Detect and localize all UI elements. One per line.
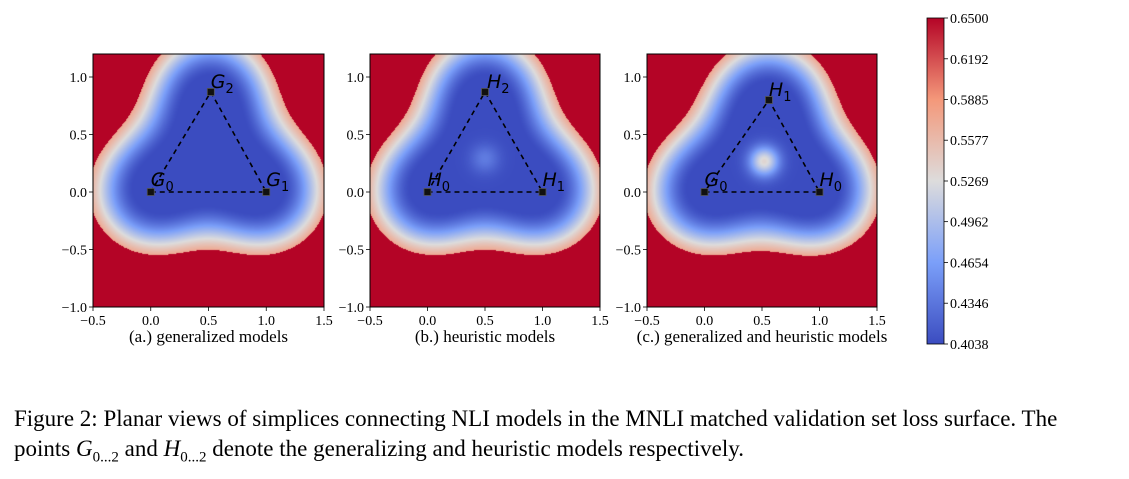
y-tick-label: 1.0 (70, 71, 88, 86)
vertex-marker (815, 188, 824, 196)
vertex-marker (765, 96, 773, 104)
panel-3: −0.5 0.0 0.5 1.0 1.5−1.0−0.50.00.51.0G0 H0H1(… (616, 53, 888, 346)
vertex-subscript: 0 (442, 180, 450, 195)
vertex-label: G1 (266, 169, 289, 195)
panel-label: (a.) generalized models (129, 327, 288, 346)
x-tick-label: 0.0 (696, 314, 714, 329)
colorbar-tick-label: 0.4654 (950, 256, 989, 271)
vertex-label: G0 (151, 169, 174, 195)
simplex-triangle (149, 90, 268, 193)
colorbar-tick-label: 0.5269 (950, 175, 989, 190)
y-tick-label: −0.5 (339, 244, 364, 259)
colorbar-tick-label: 0.4038 (950, 338, 989, 353)
y-tick-label: 0.5 (624, 129, 642, 144)
caption-h-symbol: H (163, 436, 181, 461)
vertex-symbol: G (151, 169, 166, 191)
vertex-marker (700, 188, 709, 196)
colorbar: 0.6500 0.6192 0.5885 0.5577 0.5269 0.4962 0.46… (926, 12, 989, 353)
vertex-marker (262, 188, 271, 196)
vertex-symbol: H (487, 71, 501, 93)
vertex-label: H0 (820, 169, 843, 195)
vertex-marker (423, 188, 432, 196)
vertex-subscript: 0 (834, 180, 842, 195)
vertex-subscript: 1 (281, 180, 289, 195)
loss-surface-heatmap (647, 54, 877, 307)
colorbar-tick-label: 0.4962 (950, 216, 989, 231)
vertex-label: H1 (769, 79, 792, 105)
vertex-subscript: 1 (557, 180, 565, 195)
vertex-label: H2 (487, 71, 510, 97)
x-tick-label: 0.5 (753, 314, 771, 329)
vertex-symbol: H (543, 169, 557, 191)
panel-label: (b.) heuristic models (415, 327, 555, 346)
vertex-subscript: 0 (719, 180, 727, 195)
caption-prefix: Figure 2: Planar views of simplices conn… (14, 406, 1058, 461)
x-tick-label: 0.0 (142, 314, 160, 329)
y-tick-label: 1.0 (347, 71, 365, 86)
vertex-marker (206, 88, 215, 96)
x-tick-label: 1.5 (591, 314, 609, 329)
vertex-subscript: 2 (226, 82, 234, 97)
simplex-triangle (702, 98, 821, 193)
x-tick-label: −0.5 (634, 314, 659, 329)
colorbar-tick-label: 0.5885 (950, 93, 989, 108)
colorbar-tick-label: 0.6500 (950, 12, 989, 27)
vertex-symbol: H (820, 169, 834, 191)
colorbar-tick-label: 0.4346 (950, 297, 989, 312)
x-tick-label: 1.5 (315, 314, 333, 329)
y-tick-label: −1.0 (616, 301, 641, 316)
x-tick-label: 0.0 (419, 314, 437, 329)
x-tick-label: −0.5 (357, 314, 382, 329)
panel-1: −0.5 0.0 0.5 1.0 1.5−1.0−0.50.00.51.0G0 G1G2(… (62, 53, 333, 346)
caption-mid: and (118, 436, 164, 461)
y-tick-label: 0.5 (70, 129, 88, 144)
colorbar-gradient (926, 17, 945, 345)
x-tick-label: 0.5 (200, 314, 218, 329)
caption-h-subscript: 0...2 (180, 449, 207, 466)
vertex-symbol: G (705, 169, 720, 191)
y-tick-label: 0.5 (347, 129, 365, 144)
vertex-symbol: G (266, 169, 281, 191)
caption-suffix: denote the generalizing and heuristic mo… (206, 436, 744, 461)
y-tick-label: −0.5 (616, 244, 641, 259)
vertex-symbol: H (769, 79, 783, 101)
vertex-symbol: H (428, 169, 442, 191)
x-tick-label: 1.0 (811, 314, 829, 329)
loss-surface-heatmap (370, 54, 600, 307)
panel-label: (c.) generalized and heuristic models (637, 327, 888, 346)
vertex-subscript: 0 (165, 180, 173, 195)
y-tick-label: 0.0 (347, 186, 365, 201)
vertex-marker (538, 188, 547, 196)
colorbar-tick-label: 0.5577 (950, 134, 989, 149)
vertex-marker (146, 188, 155, 196)
caption-g-subscript: 0...2 (92, 449, 119, 466)
y-tick-label: 0.0 (624, 186, 642, 201)
simplex-triangle (426, 90, 544, 193)
vertex-subscript: 1 (783, 90, 791, 105)
y-tick-label: −1.0 (62, 301, 87, 316)
colorbar-tick-label: 0.6192 (950, 53, 989, 68)
x-tick-label: −0.5 (80, 314, 105, 329)
figure-caption: Figure 2: Planar views of simplices conn… (14, 404, 1119, 473)
y-tick-label: 1.0 (624, 71, 642, 86)
figure: −0.5 0.0 0.5 1.0 1.5−1.0−0.50.00.51.0G0 G1G2(… (62, 12, 989, 353)
x-tick-label: 1.0 (258, 314, 276, 329)
caption-g-symbol: G (75, 436, 93, 461)
y-tick-label: −1.0 (339, 301, 364, 316)
x-tick-label: 1.0 (534, 314, 552, 329)
vertex-label: H1 (543, 169, 566, 195)
vertex-symbol: G (211, 71, 226, 93)
vertex-label: G2 (211, 71, 234, 97)
y-tick-label: 0.0 (70, 186, 88, 201)
vertex-label: H0 (428, 169, 451, 195)
vertex-marker (481, 88, 489, 96)
x-tick-label: 1.5 (868, 314, 886, 329)
vertex-subscript: 2 (501, 82, 509, 97)
y-tick-label: −0.5 (62, 244, 87, 259)
vertex-label: G0 (705, 169, 728, 195)
panel-2: −0.5 0.0 0.5 1.0 1.5−1.0−0.50.00.51.0H0 H1H2(… (339, 53, 609, 346)
x-tick-label: 0.5 (476, 314, 494, 329)
